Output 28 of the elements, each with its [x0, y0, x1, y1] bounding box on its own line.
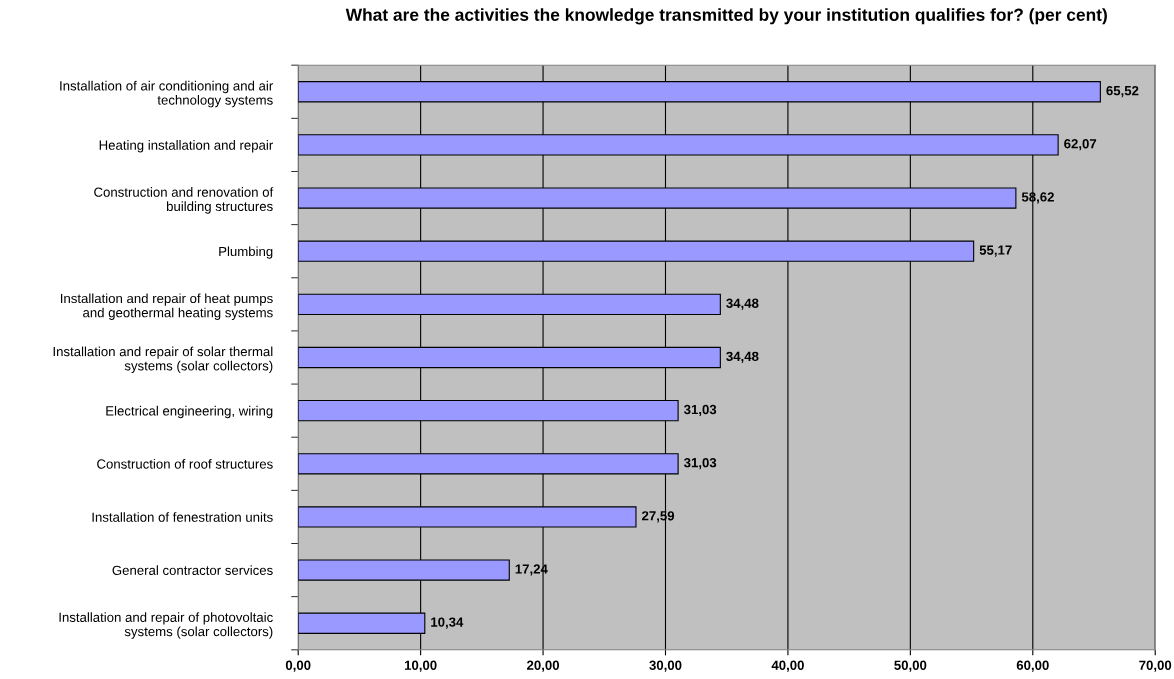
data-label: 62,07 [1064, 139, 1097, 151]
data-label: 34,48 [726, 298, 759, 310]
y-tick-label: Plumbing [219, 246, 273, 259]
data-label: 65,52 [1106, 85, 1139, 98]
y-tick-label: Installation of air conditioning and air technology systems [60, 80, 273, 108]
x-tick-label: 10,00 [404, 660, 437, 672]
y-tick-label: Heating installation and repair [99, 140, 273, 153]
chart-title: What are the activities the knowledge transmitted by your institution qualifies for? (per cent) [345, 8, 1107, 25]
x-tick-label: 20,00 [527, 660, 560, 672]
y-tick-label: Installation of fenestration units [92, 512, 273, 522]
x-tick-label: 50,00 [894, 660, 927, 672]
data-label: 31,03 [683, 457, 717, 470]
y-tick-label: Electrical engineering, wiring [106, 405, 273, 419]
x-tick-label: 0,00 [285, 660, 311, 672]
x-tick-label: 60,00 [1016, 660, 1049, 672]
data-label: 31,03 [683, 404, 717, 417]
y-tick-label: Installation and repair of solar thermal systems (solar collectors) [53, 346, 273, 374]
data-label: 34,48 [726, 351, 759, 363]
x-tick-label: 30,00 [649, 660, 682, 672]
y-tick-label: General contractor services [112, 565, 273, 575]
y-tick-label: Installation and repair of photovoltaic systems (solar collectors) [59, 612, 273, 639]
x-tick-label: 40,00 [771, 660, 804, 672]
data-label: 10,34 [431, 617, 464, 629]
y-tick-label: Installation and repair of heat pumps and geothermal heating systems [60, 293, 273, 320]
y-tick-label: Construction and renovation of building structures [94, 187, 274, 214]
data-label: 55,17 [979, 245, 1012, 257]
y-tick-label: Construction of roof structures [97, 459, 273, 469]
x-tick-label: 70,00 [1139, 660, 1172, 672]
